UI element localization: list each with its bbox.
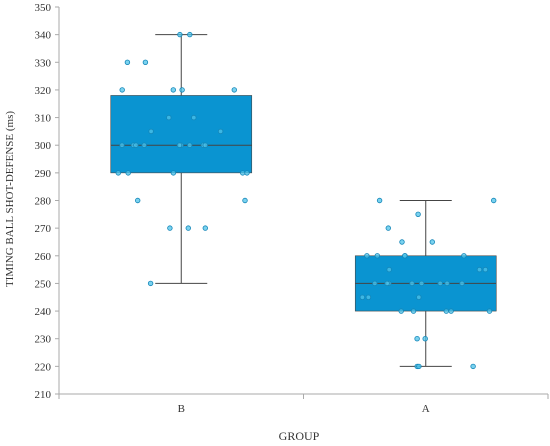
y-tick-label: 340: [35, 30, 52, 42]
data-point-B: [202, 142, 208, 148]
x-tick-label: B: [178, 403, 185, 415]
data-point-A: [448, 308, 454, 314]
data-point-B: [166, 114, 172, 121]
y-tick-label: 300: [35, 140, 52, 152]
data-point-B: [133, 142, 139, 148]
y-tick-label: 290: [35, 168, 52, 180]
data-point-A: [365, 294, 372, 300]
y-tick-label: 230: [35, 334, 52, 346]
data-point-A: [422, 336, 428, 342]
data-point-B: [186, 142, 193, 148]
iqr-box: [110, 95, 253, 174]
data-point-A: [376, 197, 383, 204]
data-point-A: [437, 280, 443, 287]
data-point-B: [148, 128, 154, 135]
box-B: [110, 34, 253, 284]
data-point-B: [177, 31, 183, 38]
data-point-A: [415, 211, 421, 217]
y-axis-title: TIMING BALL SHOT-DEFENSE (ms): [4, 111, 16, 287]
data-point-A: [416, 363, 422, 370]
data-point-A: [443, 308, 449, 314]
y-tick-label: 240: [35, 306, 52, 318]
data-point-B: [179, 87, 185, 93]
data-point-A: [429, 239, 435, 245]
data-point-B: [244, 170, 250, 176]
data-point-A: [386, 266, 392, 273]
y-tick-label: 320: [35, 85, 52, 97]
data-point-A: [476, 266, 483, 273]
x-tick-label: A: [422, 403, 430, 415]
y-tick-label: 270: [35, 223, 52, 235]
data-point-B: [125, 170, 131, 176]
data-point-B: [176, 142, 183, 148]
y-axis: 210 220 230 240 250 260 270 280 290 300 310 320 330 3…: [35, 2, 60, 401]
data-point-B: [231, 87, 237, 93]
y-tick-label: 220: [35, 361, 52, 373]
data-point-B: [147, 280, 154, 287]
data-point-B: [191, 114, 197, 121]
data-point-A: [444, 280, 450, 287]
y-tick-label: 280: [35, 196, 52, 208]
data-point-A: [416, 294, 422, 300]
data-point-A: [491, 197, 497, 204]
data-point-B: [141, 142, 147, 148]
data-point-B: [134, 197, 141, 204]
data-point-A: [482, 266, 489, 273]
y-tick-label: 330: [35, 57, 52, 69]
data-point-A: [461, 253, 467, 259]
data-point-B: [170, 87, 176, 93]
data-point-A: [364, 253, 370, 259]
data-point-A: [398, 308, 404, 314]
y-tick-label: 260: [35, 251, 52, 263]
x-axis-title: GROUP: [279, 429, 320, 443]
data-point-B: [167, 225, 173, 231]
data-point-B: [115, 170, 121, 176]
data-point-A: [459, 280, 465, 287]
data-point-A: [399, 239, 405, 245]
data-point-B: [217, 128, 224, 135]
data-point-A: [470, 363, 476, 370]
data-point-B: [170, 170, 177, 176]
y-tick-label: 250: [35, 278, 52, 290]
boxes: [110, 34, 497, 367]
data-point-B: [119, 87, 125, 93]
data-point-A: [374, 253, 380, 259]
data-point-A: [385, 225, 391, 231]
data-point-B: [202, 225, 208, 231]
data-points: [115, 31, 497, 370]
data-point-A: [414, 336, 420, 342]
y-tick-label: 210: [35, 389, 52, 401]
data-point-A: [418, 280, 425, 287]
data-point-B: [242, 197, 248, 204]
data-point-B: [142, 59, 149, 65]
data-point-B: [187, 31, 193, 38]
data-point-A: [372, 280, 378, 287]
data-point-A: [486, 308, 493, 314]
data-point-A: [359, 294, 366, 300]
data-point-B: [185, 225, 191, 231]
data-point-A: [409, 280, 415, 287]
data-point-A: [402, 253, 408, 259]
y-tick-label: 350: [35, 2, 52, 14]
data-point-A: [410, 308, 417, 314]
y-tick-label: 310: [35, 113, 52, 125]
data-point-B: [124, 59, 131, 65]
box-A: [354, 200, 497, 367]
data-point-A: [384, 280, 390, 287]
data-point-B: [119, 142, 125, 148]
